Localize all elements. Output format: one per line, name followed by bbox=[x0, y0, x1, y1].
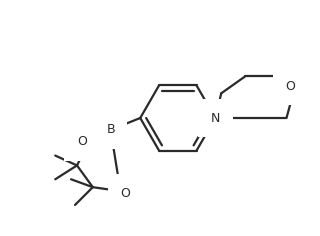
Text: O: O bbox=[285, 80, 295, 93]
Text: O: O bbox=[120, 187, 130, 200]
Text: O: O bbox=[77, 135, 87, 148]
Text: B: B bbox=[106, 123, 115, 136]
Text: N: N bbox=[211, 111, 220, 125]
